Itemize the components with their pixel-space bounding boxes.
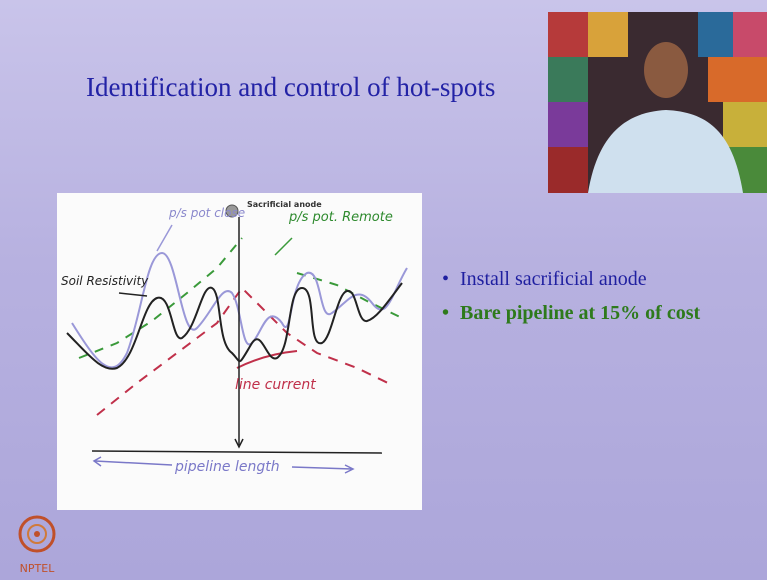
sketch-line <box>297 273 402 318</box>
sketch-label: p/s pot close <box>168 206 245 220</box>
sketch-label: pipeline length <box>174 459 280 475</box>
sketch-line <box>97 288 392 415</box>
slide-title: Identification and control of hot-spots <box>86 72 495 103</box>
sketch-label: Sacrificial anode <box>247 200 322 209</box>
arrow <box>95 461 172 465</box>
sketch-figure: p/s pot close Sacrificial anode p/s pot.… <box>57 193 422 510</box>
bullet-list: Install sacrificial anode Bare pipeline … <box>440 268 700 336</box>
sketch-label: p/s pot. Remote <box>288 210 393 225</box>
sketch-label: Soil Resistivity <box>61 274 149 288</box>
arrow <box>275 238 292 255</box>
logo: NPTEL <box>14 510 60 578</box>
sketch-label: line current <box>235 377 316 393</box>
arrow <box>292 467 352 469</box>
arrow <box>157 225 172 251</box>
slide: Identification and control of hot-spots … <box>0 0 767 580</box>
baseline <box>92 451 382 453</box>
speaker-video <box>548 12 767 193</box>
bullet: Install sacrificial anode <box>440 268 700 291</box>
bullet: Bare pipeline at 15% of cost <box>440 302 700 325</box>
logo-text: NPTEL <box>20 562 56 575</box>
